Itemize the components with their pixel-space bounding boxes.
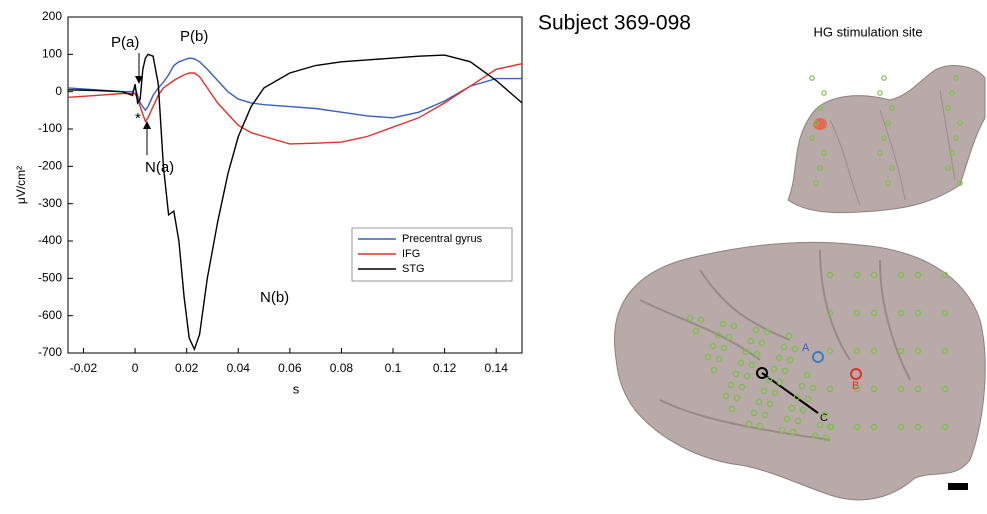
x-tick-label: 0.04 xyxy=(227,361,251,375)
figure: Subject 369-098 HG stimulation site s μV… xyxy=(0,0,987,514)
annotation: N(a) xyxy=(145,159,174,176)
annotation: P(a) xyxy=(111,34,139,51)
y-tick-label: -400 xyxy=(38,233,62,247)
y-tick-label: -200 xyxy=(38,159,62,173)
scale-bar xyxy=(948,483,968,490)
x-tick-label: 0.1 xyxy=(385,361,402,375)
y-tick-label: -100 xyxy=(38,121,62,135)
x-tick-label: 0.02 xyxy=(175,361,199,375)
legend-label: STG xyxy=(402,263,425,275)
y-tick-label: -700 xyxy=(38,345,62,359)
y-tick-label: -500 xyxy=(38,271,62,285)
legend-label: Precentral gyrus xyxy=(402,233,483,245)
chart-title: Subject 369-098 xyxy=(538,12,691,35)
legend-label: IFG xyxy=(402,248,420,260)
stim-site xyxy=(813,118,827,130)
x-tick-label: 0.12 xyxy=(433,361,457,375)
y-tick-label: 100 xyxy=(42,47,62,61)
annotation: P(b) xyxy=(180,28,208,45)
y-tick-label: -600 xyxy=(38,308,62,322)
annotation: * xyxy=(135,110,141,127)
x-tick-label: 0 xyxy=(132,361,139,375)
x-tick-label: 0.08 xyxy=(330,361,354,375)
site-label: B xyxy=(852,380,859,392)
x-tick-label: -0.02 xyxy=(70,361,98,375)
site-label: A xyxy=(802,342,810,354)
y-axis-label: μV/cm² xyxy=(14,166,28,204)
x-tick-label: 0.14 xyxy=(485,361,509,375)
subtitle: HG stimulation site xyxy=(813,24,922,39)
x-tick-label: 0.06 xyxy=(278,361,302,375)
annotation: N(b) xyxy=(260,289,289,306)
y-tick-label: 0 xyxy=(55,84,62,98)
y-tick-label: 200 xyxy=(42,9,62,23)
x-axis-label: s xyxy=(293,381,300,396)
y-tick-label: -300 xyxy=(38,196,62,210)
